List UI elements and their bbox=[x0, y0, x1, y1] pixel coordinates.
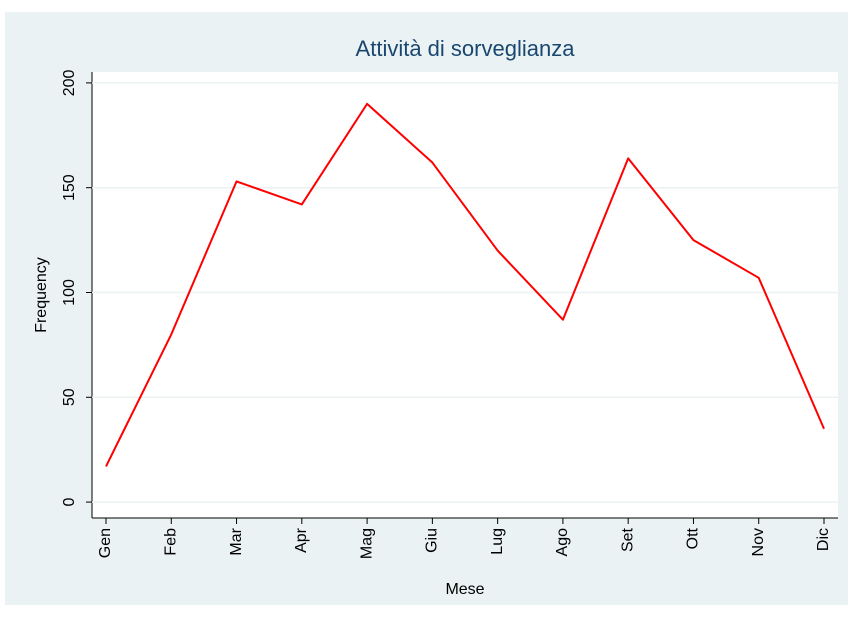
x-axis-label: Mese bbox=[445, 581, 484, 598]
data-line bbox=[105, 102, 825, 467]
x-tick-label: Ott bbox=[685, 527, 702, 549]
x-tick-label: Lug bbox=[489, 528, 506, 555]
y-axis-label: Frequency bbox=[33, 257, 50, 333]
x-tick-label: Mar bbox=[228, 527, 245, 555]
x-tick-label: Set bbox=[619, 527, 636, 552]
x-tick-label: Giu bbox=[424, 528, 441, 553]
x-tick-label: Dic bbox=[815, 528, 832, 551]
x-tick-label: Feb bbox=[162, 528, 179, 556]
y-tick-label: 100 bbox=[61, 279, 78, 306]
x-tick-label: Gen bbox=[97, 528, 114, 558]
y-tick-label: 200 bbox=[61, 69, 78, 96]
x-tick-label: Apr bbox=[293, 527, 310, 553]
y-tick-label: 150 bbox=[61, 174, 78, 201]
x-tick-label: Ago bbox=[554, 528, 571, 557]
plot-area bbox=[92, 72, 838, 518]
x-tick-label: Mag bbox=[358, 528, 375, 559]
x-tick-label: Nov bbox=[750, 528, 767, 556]
chart-title: Attività di sorveglianza bbox=[356, 36, 576, 61]
y-tick-label: 50 bbox=[61, 388, 78, 406]
y-tick-label: 0 bbox=[61, 498, 78, 507]
